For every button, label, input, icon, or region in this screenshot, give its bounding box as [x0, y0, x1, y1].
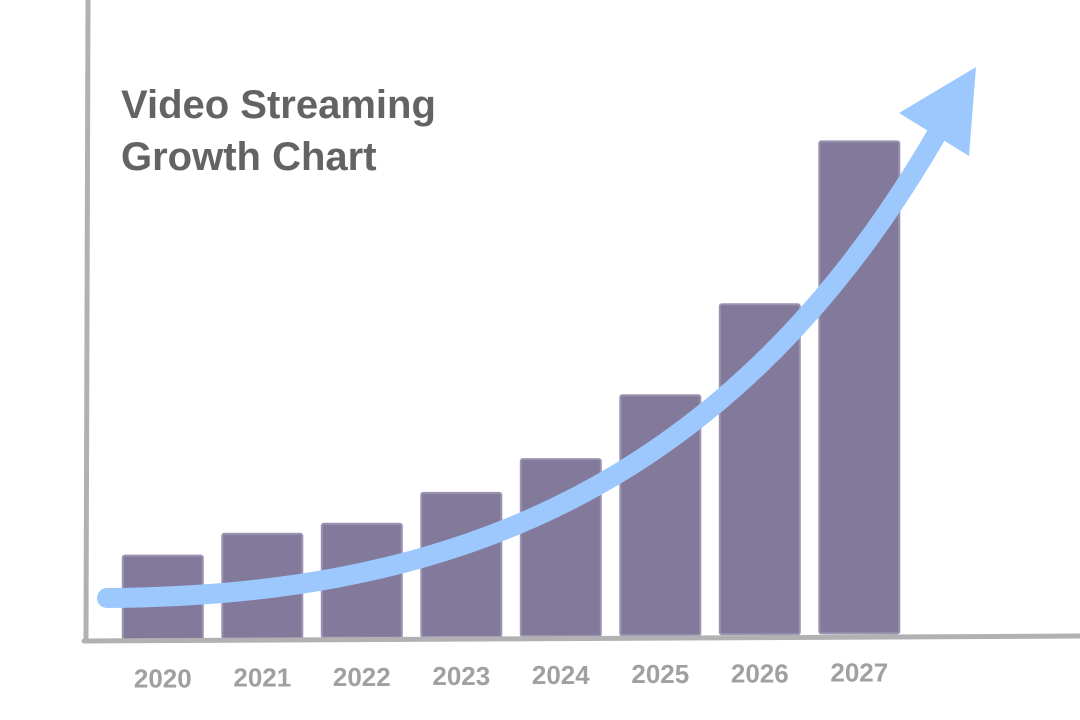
x-tick-label-2024: 2024 — [532, 660, 590, 690]
x-tick-label-2022: 2022 — [333, 662, 391, 692]
x-tick-labels: 2020 2021 2022 2023 2024 2025 2026 2027 — [134, 657, 888, 693]
y-axis — [83, 0, 91, 644]
x-axis — [81, 633, 1080, 644]
chart-title-line-2: Growth Chart — [121, 135, 377, 179]
trend-arrow — [97, 67, 976, 608]
trend-arrow-head — [899, 67, 976, 156]
chart-title-line-1: Video Streaming — [121, 83, 436, 127]
trend-arrow-shaft — [97, 122, 948, 608]
bars-group — [121, 140, 901, 641]
x-tick-label-2027: 2027 — [830, 657, 888, 687]
x-tick-label-2025: 2025 — [631, 659, 689, 689]
x-tick-label-2020: 2020 — [134, 664, 192, 694]
x-tick-label-2026: 2026 — [731, 658, 789, 688]
x-tick-label-2021: 2021 — [233, 663, 291, 693]
x-tick-label-2023: 2023 — [432, 661, 490, 691]
